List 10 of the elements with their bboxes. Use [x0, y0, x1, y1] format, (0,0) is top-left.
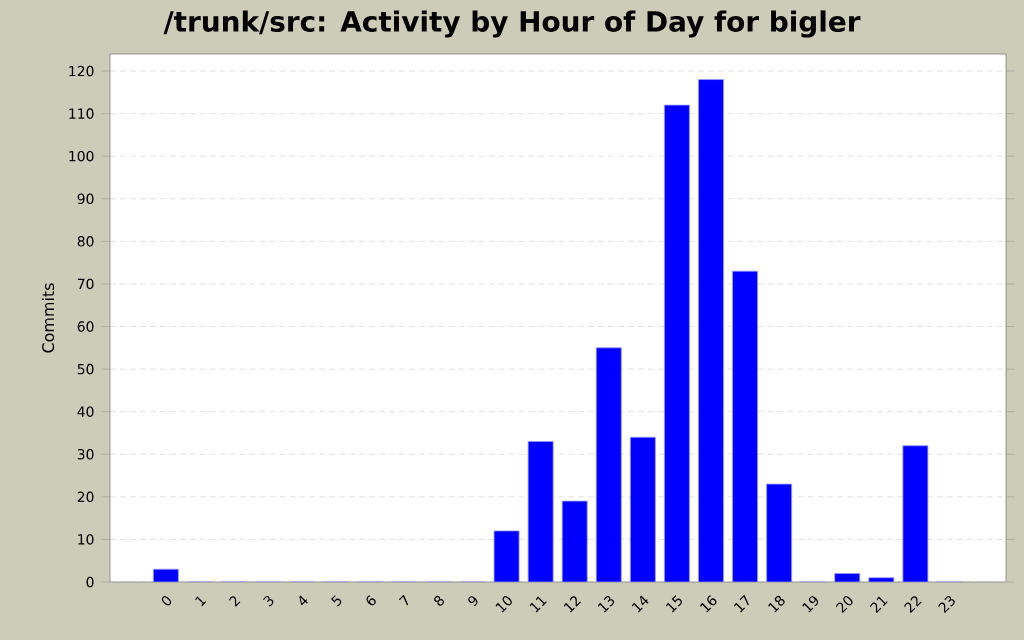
bar [698, 79, 724, 582]
bar [561, 500, 588, 582]
bar [732, 270, 758, 582]
bar [527, 441, 554, 582]
bar [664, 104, 690, 582]
bar [629, 436, 656, 582]
chart-title: /trunk/src: Activity by Hour of Day for bigler [163, 10, 861, 38]
bar [766, 483, 793, 582]
bar [902, 445, 929, 582]
bar [595, 347, 622, 582]
